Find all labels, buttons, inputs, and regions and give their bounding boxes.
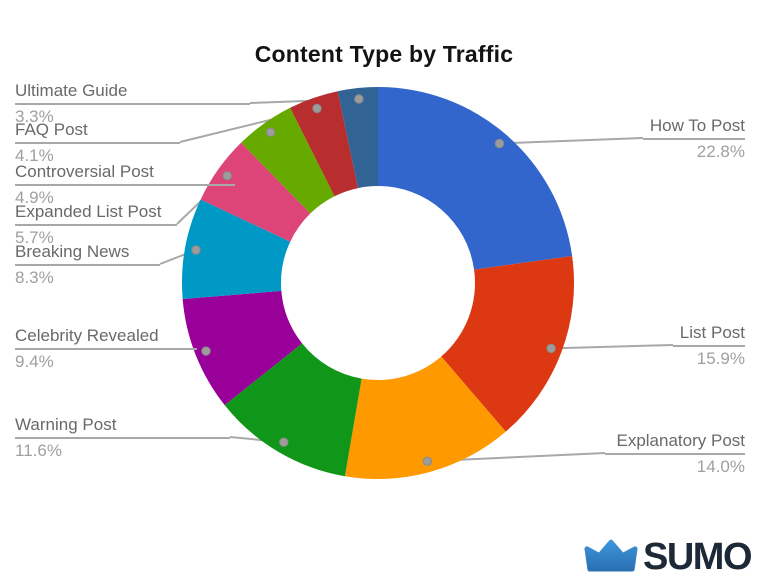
donut-slices — [181, 87, 575, 480]
slice-label: Breaking News 8.3% — [15, 243, 160, 287]
leader-dot — [312, 103, 322, 114]
slice-label: Explanatory Post 14.0% — [605, 432, 745, 476]
pie-slice[interactable] — [337, 87, 378, 189]
slice-label-text: Celebrity Revealed — [15, 327, 197, 350]
leader-dot — [222, 171, 233, 181]
leader-dot — [546, 343, 556, 354]
slice-label: Controversial Post 4.9% — [15, 163, 235, 207]
slice-label: List Post 15.9% — [673, 324, 745, 368]
leader-dot — [279, 437, 289, 447]
slice-label: Warning Post 11.6% — [15, 416, 230, 460]
leader-dots — [191, 94, 556, 466]
slice-label-text: Controversial Post — [15, 163, 235, 186]
leader-dot — [354, 94, 364, 104]
pie-slice[interactable] — [241, 107, 335, 214]
pie-slice[interactable] — [441, 255, 575, 432]
slice-percent-text: 14.0% — [696, 457, 745, 476]
slice-label-text: List Post — [673, 324, 745, 347]
sumo-logo[interactable]: SUMO — [584, 536, 753, 578]
slice-percent-text: 15.9% — [696, 349, 745, 368]
leader-line — [551, 344, 674, 350]
leader-dot — [266, 127, 276, 138]
leader-dot — [191, 245, 201, 255]
slice-label: FAQ Post 4.1% — [15, 121, 180, 165]
pie-slice[interactable] — [344, 356, 506, 480]
pie-slice[interactable] — [290, 91, 359, 197]
slice-label: How To Post 22.8% — [643, 117, 745, 161]
sumo-wordmark: SUMO — [643, 536, 753, 578]
slice-percent-text: 11.6% — [15, 441, 62, 460]
crown-icon — [584, 539, 638, 572]
slice-label: Ultimate Guide 3.3% — [15, 82, 250, 126]
slice-label-text: Warning Post — [15, 416, 230, 439]
pie-slice[interactable] — [181, 199, 291, 299]
slice-label-text: Breaking News — [15, 243, 160, 266]
slice-label-text: Ultimate Guide — [15, 82, 250, 105]
slice-percent-text: 4.9% — [15, 188, 54, 207]
slice-label-text: Expanded List Post — [15, 203, 177, 226]
slice-percent-text: 8.3% — [15, 268, 54, 287]
slice-label: Expanded List Post 5.7% — [15, 203, 177, 247]
leader-dot — [494, 138, 505, 149]
slice-percent-text: 4.1% — [15, 146, 54, 165]
slice-label: Celebrity Revealed 9.4% — [15, 327, 197, 371]
leader-dot — [422, 456, 433, 466]
slice-percent-text: 3.3% — [15, 107, 54, 126]
pie-slice[interactable] — [224, 343, 362, 477]
pie-slice[interactable] — [200, 142, 311, 242]
pie-slice[interactable] — [378, 87, 573, 270]
slice-label-text: Explanatory Post — [605, 432, 745, 455]
slice-percent-text: 9.4% — [15, 352, 54, 371]
slice-percent-text: 5.7% — [15, 228, 54, 247]
leader-dot — [201, 346, 211, 356]
leader-line — [499, 137, 644, 145]
slice-label-text: FAQ Post — [15, 121, 180, 144]
pie-slice[interactable] — [182, 290, 303, 406]
slice-percent-text: 22.8% — [696, 142, 745, 161]
chart-title: Content Type by Traffic — [254, 41, 514, 67]
slice-label-text: How To Post — [643, 117, 745, 140]
